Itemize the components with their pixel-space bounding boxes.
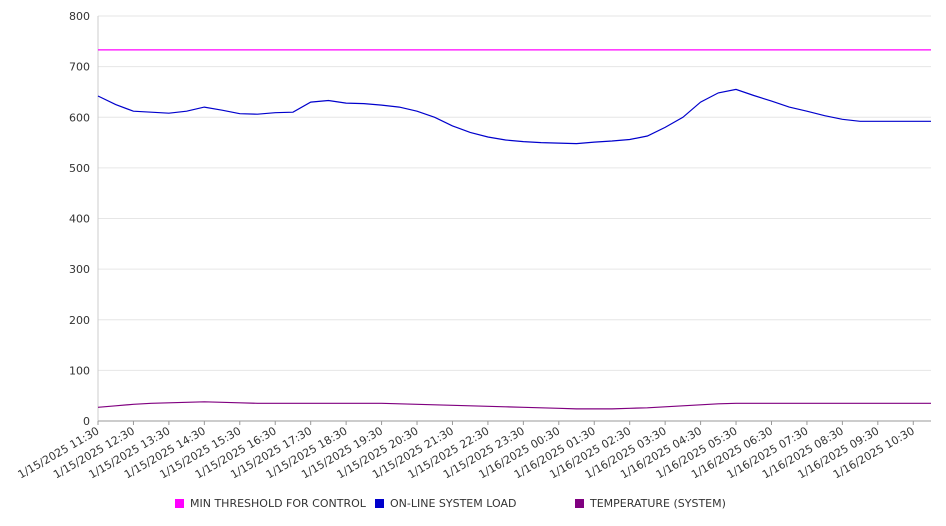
legend-label-load: ON-LINE SYSTEM LOAD xyxy=(390,497,517,510)
y-tick-label: 600 xyxy=(69,111,90,124)
x-axis: 1/15/2025 11:301/15/2025 12:301/15/2025 … xyxy=(16,420,931,481)
y-tick-label: 0 xyxy=(83,415,90,428)
y-tick-label: 200 xyxy=(69,314,90,327)
legend-label-temperature: TEMPERATURE (SYSTEM) xyxy=(590,497,726,510)
y-axis: 0 100 200 300 400 500 600 700 800 xyxy=(69,10,99,428)
legend-item-temperature[interactable]: TEMPERATURE (SYSTEM) xyxy=(575,497,726,510)
legend-swatch-load xyxy=(375,499,384,508)
legend: MIN THRESHOLD FOR CONTROL ON-LINE SYSTEM… xyxy=(0,497,946,515)
legend-swatch-threshold xyxy=(175,499,184,508)
y-tick-label: 100 xyxy=(69,364,90,377)
y-tick-label: 800 xyxy=(69,10,90,23)
grid-lines xyxy=(98,15,931,422)
y-tick-label: 500 xyxy=(69,162,90,175)
legend-swatch-temperature xyxy=(575,499,584,508)
legend-item-load[interactable]: ON-LINE SYSTEM LOAD xyxy=(375,497,516,510)
y-tick-label: 700 xyxy=(69,61,90,74)
legend-item-threshold[interactable]: MIN THRESHOLD FOR CONTROL xyxy=(175,497,366,510)
series-lines xyxy=(97,49,931,410)
series-line-1 xyxy=(97,88,931,145)
y-tick-label: 300 xyxy=(69,263,90,276)
y-tick-label: 400 xyxy=(69,213,90,226)
legend-label-threshold: MIN THRESHOLD FOR CONTROL xyxy=(190,497,366,510)
series-line-2 xyxy=(97,401,931,410)
